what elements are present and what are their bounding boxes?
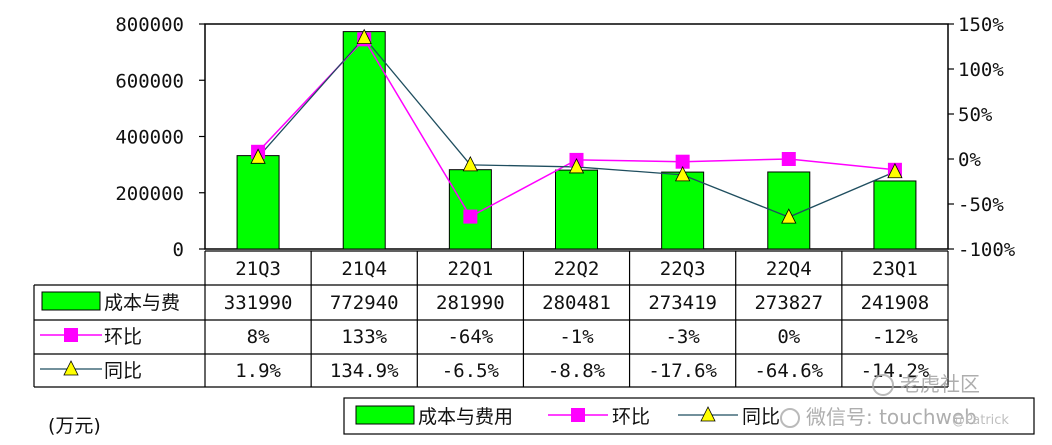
svg-text:微信号: touchweb: 微信号: touchweb — [806, 405, 977, 429]
yoy-point — [781, 208, 797, 224]
yoy-point — [356, 28, 372, 44]
table-cell: 281990 — [436, 292, 505, 314]
legend-box — [343, 397, 1035, 435]
legend-label: 成本与费用 — [418, 406, 513, 428]
y2-tick-label: 150% — [958, 14, 1004, 36]
y2-tick-label: 50% — [958, 104, 993, 126]
qoq-point — [781, 152, 796, 166]
row-label: 成本与费 — [104, 292, 180, 314]
bar — [555, 169, 598, 250]
watermark: 老虎社区 微信号: touchweb @Patrick — [780, 372, 1009, 429]
table-cell: -64.6% — [754, 360, 823, 382]
table-cell: 134.9% — [330, 360, 399, 382]
table-cell: -3% — [665, 326, 700, 348]
table-cell: 1.9% — [235, 360, 281, 382]
x-tick-label: 22Q2 — [554, 258, 600, 280]
svg-text:@Patrick: @Patrick — [952, 413, 1009, 428]
legend-square-icon — [571, 408, 585, 422]
qoq-point — [675, 154, 690, 169]
bar — [342, 31, 386, 250]
legend-bar-icon — [355, 405, 415, 425]
y-tick-label: 600000 — [115, 70, 184, 92]
yoy-point — [674, 165, 691, 182]
table-cell: 280481 — [542, 292, 611, 314]
bar — [873, 180, 917, 250]
yoy-point — [568, 158, 585, 174]
table-cell: 273419 — [648, 292, 717, 314]
x-tick-label: 23Q1 — [872, 258, 918, 280]
table-cell: 133% — [341, 326, 387, 348]
table-cell: -12% — [872, 326, 918, 348]
yoy-point — [250, 148, 266, 164]
table-cell: -1% — [559, 326, 594, 348]
y2-tick-label: 0% — [958, 149, 981, 171]
left-y-axis: 800000 600000 400000 200000 0 — [115, 14, 205, 261]
legend-label: 同比 — [742, 406, 780, 428]
table-cell: -6.5% — [442, 360, 500, 382]
y2-tick-label: -100% — [958, 239, 1016, 261]
table-cell: 273827 — [754, 292, 823, 314]
brand-logo-icon — [872, 374, 894, 396]
table-cell: -8.8% — [548, 360, 606, 382]
row-label: 环比 — [104, 326, 142, 348]
x-tick-label: 21Q3 — [235, 258, 281, 280]
unit-label: (万元) — [48, 415, 101, 437]
bar-series — [236, 31, 917, 250]
table-cell: 8% — [247, 326, 270, 348]
legend-triangle-icon — [700, 406, 716, 422]
table-cell: 0% — [777, 326, 800, 348]
table-cell: 331990 — [224, 292, 293, 314]
y-tick-label: 200000 — [115, 183, 184, 205]
yoy-point — [462, 155, 479, 172]
y-tick-label: 800000 — [115, 14, 184, 36]
y2-tick-label: 100% — [958, 59, 1004, 81]
legend-label: 环比 — [612, 406, 650, 428]
row-legend-square-icon — [64, 328, 78, 342]
x-tick-label: 21Q4 — [341, 258, 387, 280]
legend: 成本与费用 环比 同比 — [343, 397, 1035, 435]
y-tick-label: 400000 — [115, 127, 184, 149]
qoq-point — [463, 209, 478, 224]
wechat-icon — [780, 408, 800, 428]
x-tick-label: 22Q3 — [660, 258, 706, 280]
x-tick-label: 22Q4 — [766, 258, 812, 280]
table-cell: -64% — [447, 326, 493, 348]
table-cell: 241908 — [861, 292, 930, 314]
yoy-point — [887, 162, 903, 179]
data-table: 21Q3 21Q4 22Q1 22Q2 22Q3 22Q4 23Q1 成本与费 331990 77… — [33, 250, 949, 388]
y-tick-label: 0 — [173, 239, 184, 261]
table-cell: 772940 — [330, 292, 399, 314]
right-y-axis: 150% 100% 50% 0% -50% -100% — [948, 14, 1016, 261]
table-cell: -17.6% — [648, 360, 717, 382]
svg-text:老虎社区: 老虎社区 — [900, 372, 980, 396]
row-legend-triangle-icon — [63, 360, 79, 376]
y2-tick-label: -50% — [958, 194, 1004, 216]
bar — [236, 155, 280, 250]
bar — [661, 171, 705, 250]
row-legend-bar-icon — [41, 291, 101, 311]
x-tick-label: 22Q1 — [447, 258, 493, 280]
line-series — [250, 28, 903, 224]
row-label: 同比 — [104, 360, 142, 382]
